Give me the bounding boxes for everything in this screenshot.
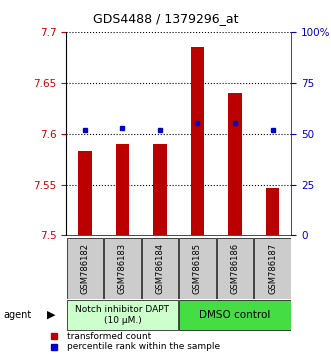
Bar: [266, 188, 279, 235]
Text: ▶: ▶: [47, 310, 56, 320]
Text: agent: agent: [3, 310, 31, 320]
Text: GDS4488 / 1379296_at: GDS4488 / 1379296_at: [93, 12, 238, 25]
Bar: [142, 238, 178, 298]
Bar: [67, 300, 178, 330]
Text: DMSO control: DMSO control: [199, 310, 271, 320]
Text: GSM786187: GSM786187: [268, 242, 277, 294]
Text: GSM786184: GSM786184: [156, 242, 165, 294]
Bar: [104, 238, 141, 298]
Bar: [78, 151, 91, 235]
Bar: [191, 47, 204, 235]
Text: percentile rank within the sample: percentile rank within the sample: [67, 342, 220, 352]
Text: transformed count: transformed count: [67, 332, 151, 341]
Bar: [217, 238, 253, 298]
Bar: [179, 300, 291, 330]
Text: GSM786183: GSM786183: [118, 242, 127, 294]
Bar: [254, 238, 291, 298]
Text: GSM786182: GSM786182: [80, 242, 89, 294]
Text: GSM786185: GSM786185: [193, 242, 202, 294]
Bar: [179, 238, 216, 298]
Bar: [153, 144, 166, 235]
Bar: [67, 238, 103, 298]
Bar: [116, 144, 129, 235]
Text: GSM786186: GSM786186: [230, 242, 240, 294]
Text: Notch inhibitor DAPT
(10 μM.): Notch inhibitor DAPT (10 μM.): [75, 306, 169, 325]
Bar: [228, 93, 242, 235]
